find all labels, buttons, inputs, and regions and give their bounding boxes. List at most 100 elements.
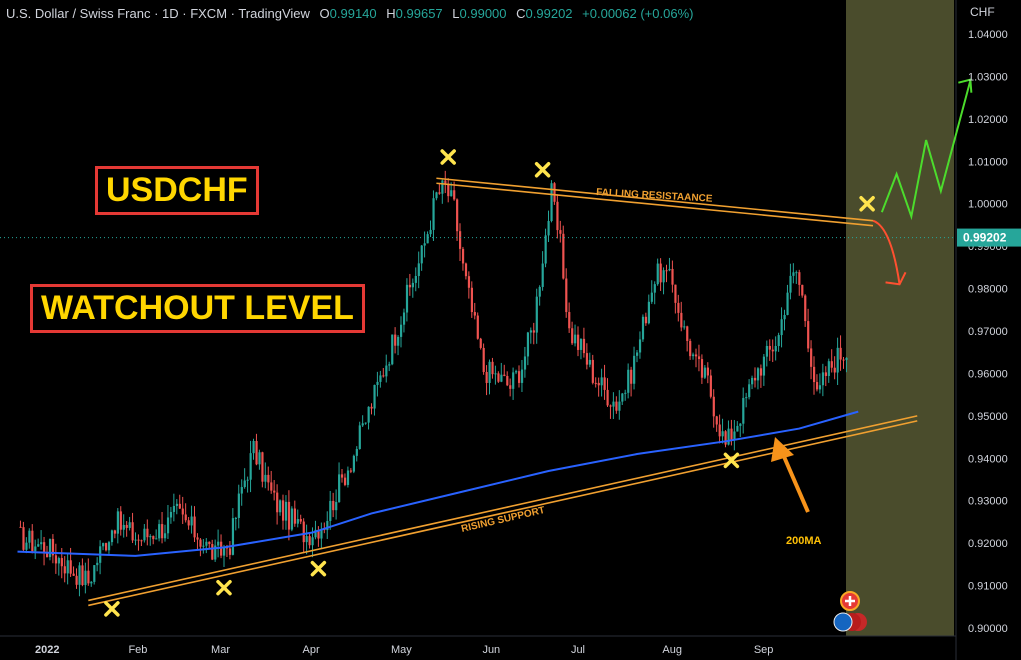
- ma-label: 200MA: [786, 535, 822, 547]
- candle-body: [397, 336, 400, 346]
- candle-body: [751, 377, 754, 385]
- candle-body: [367, 406, 370, 423]
- candle-body: [686, 326, 689, 341]
- candle-body: [656, 263, 659, 285]
- candle-body: [223, 547, 226, 556]
- candle-body: [588, 359, 591, 365]
- candle-body: [821, 372, 825, 386]
- candle-body: [379, 375, 382, 382]
- ma200-line: [17, 410, 859, 557]
- candle-body: [110, 530, 114, 543]
- candle-body: [786, 292, 789, 315]
- candle-body: [279, 500, 282, 513]
- candle-body: [606, 389, 609, 406]
- candle-body: [456, 199, 459, 232]
- price-axis[interactable]: CHF 1.04000 1.03000 1.02000 1.01000 1.00000 0…: [968, 5, 1008, 635]
- candle-body: [665, 270, 668, 272]
- candle-body: [582, 338, 586, 354]
- candle-body: [228, 548, 232, 555]
- candle-body: [161, 524, 164, 539]
- high-value: 0.99657: [395, 6, 443, 21]
- price-tick-label: 1.04000: [968, 29, 1008, 41]
- candle-body: [125, 524, 128, 528]
- candle-body: [700, 359, 704, 378]
- candle-body: [485, 371, 488, 383]
- rising-support-line[interactable]: [88, 415, 918, 602]
- candle-body: [683, 326, 686, 328]
- currency-label: CHF: [970, 5, 995, 19]
- candle-body: [571, 328, 574, 344]
- price-tick-label: 0.96000: [968, 368, 1008, 380]
- candle-body: [659, 263, 662, 283]
- candle-body: [638, 339, 642, 353]
- candle-body: [559, 230, 562, 234]
- candle-body: [544, 235, 547, 264]
- candle-body: [364, 422, 367, 424]
- candle-body: [780, 319, 783, 336]
- candle-body: [343, 477, 347, 485]
- candle-body: [87, 570, 90, 584]
- candle-body: [541, 263, 544, 287]
- candle-body: [376, 381, 379, 385]
- candle-body: [479, 338, 482, 348]
- candle-body: [302, 521, 305, 543]
- candle-body: [647, 301, 650, 324]
- time-tick-label: Aug: [662, 644, 682, 656]
- candle-body: [745, 397, 748, 399]
- candle-body: [441, 180, 444, 194]
- candle-body: [237, 493, 240, 518]
- falling-resistance-line[interactable]: [436, 182, 874, 227]
- candle-body: [792, 272, 795, 276]
- candle-body: [128, 522, 131, 528]
- candle-body: [214, 545, 217, 560]
- candle-body: [346, 470, 350, 485]
- time-axis[interactable]: 2022 Feb Mar Apr May Jun Jul Aug Sep: [35, 644, 773, 656]
- candle-body: [60, 558, 63, 567]
- change-value: +0.00062 (+0.06%): [582, 6, 694, 21]
- price-tick-label: 0.97000: [968, 326, 1008, 338]
- price-tick-label: 1.03000: [968, 71, 1008, 83]
- last-price-badge: 0.99202: [957, 228, 1021, 247]
- candle-body: [692, 354, 695, 357]
- candle-body: [470, 287, 473, 313]
- candle-body: [335, 502, 338, 511]
- candle-body: [211, 544, 214, 560]
- candle-body: [624, 392, 627, 394]
- candle-body: [815, 382, 819, 390]
- candle-body: [535, 296, 538, 333]
- candle-body: [25, 542, 28, 550]
- candle-body: [361, 423, 364, 426]
- symbol-header[interactable]: U.S. Dollar / Swiss Franc · 1D · FXCM · …: [6, 6, 693, 21]
- candle-body: [190, 516, 193, 526]
- candle-body: [653, 284, 656, 293]
- candle-body: [612, 401, 615, 407]
- x-marker-icon: [723, 452, 740, 469]
- candle-body: [51, 538, 55, 556]
- candle-body: [338, 474, 341, 503]
- rising-support-line[interactable]: [88, 420, 918, 607]
- price-tick-label: 0.94000: [968, 453, 1008, 465]
- candle-body: [329, 500, 332, 521]
- candle-body: [332, 500, 335, 511]
- candle-body: [267, 474, 270, 483]
- candle-body: [762, 356, 766, 376]
- candle-body: [205, 541, 208, 546]
- falling-resistance-label: FALLING RESISTAANCE: [596, 187, 713, 205]
- candle-body: [473, 312, 476, 316]
- candle-body: [166, 517, 170, 534]
- candle-body: [391, 334, 394, 365]
- candle-body: [538, 286, 541, 297]
- candle-body: [833, 367, 836, 373]
- candle-body: [411, 282, 414, 288]
- candle-body: [547, 221, 550, 236]
- candle-body: [824, 372, 827, 376]
- candle-body: [798, 272, 801, 285]
- falling-resistance-line[interactable]: [436, 177, 874, 222]
- candle-body: [131, 522, 134, 541]
- candle-body: [467, 276, 471, 288]
- candle-body: [771, 349, 774, 352]
- candle-body: [556, 201, 559, 231]
- candle-body: [137, 539, 140, 541]
- candle-body: [287, 501, 291, 530]
